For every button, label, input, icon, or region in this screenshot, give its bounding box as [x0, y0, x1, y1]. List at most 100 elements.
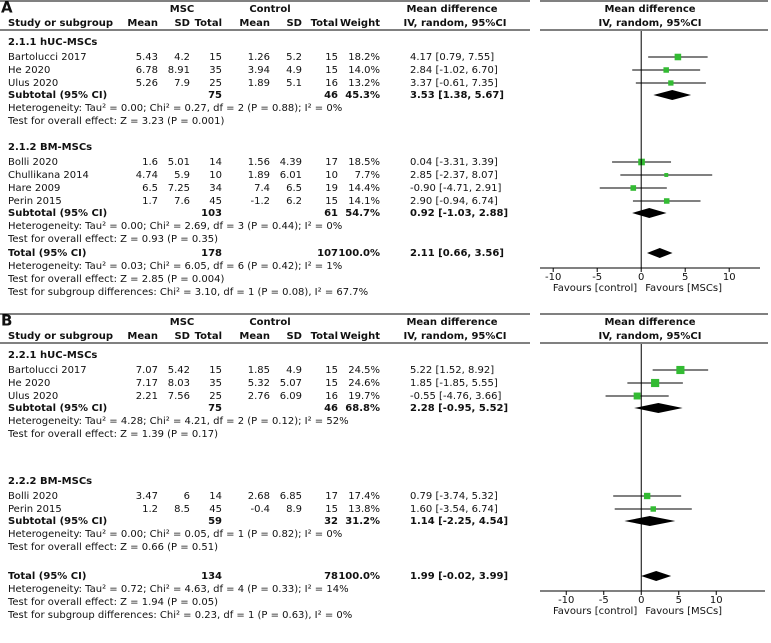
- weight: 18.2%: [348, 52, 380, 63]
- cell-n1: 134: [201, 571, 222, 582]
- cell-sd2: 5.07: [280, 378, 302, 389]
- cell-m1: 6.78: [136, 65, 158, 76]
- cell-sd1: 8.03: [168, 378, 190, 389]
- x-tick-label: -10: [558, 595, 574, 606]
- ci-text: 1.14 [-2.25, 4.54]: [410, 516, 508, 527]
- diamond: [641, 571, 672, 581]
- favours-right: Favours [MSCs]: [645, 283, 722, 294]
- cell-n2: 15: [325, 65, 338, 76]
- cell-n2: 17: [325, 157, 338, 168]
- weight: 45.3%: [345, 90, 380, 101]
- study-square: [663, 198, 670, 204]
- column-header: SD: [174, 18, 190, 29]
- cell-sd1: 5.9: [174, 170, 190, 181]
- subgroup-name: 2.1.2 BM-MSCs: [8, 142, 92, 153]
- study-name: Bartolucci 2017: [8, 52, 87, 63]
- panel-letter: B: [1, 312, 12, 330]
- cell-n2: 32: [324, 516, 338, 527]
- weight: 13.2%: [348, 78, 380, 89]
- cell-n2: 16: [325, 78, 338, 89]
- cell-m2: -1.2: [250, 196, 270, 207]
- cell-n1: 15: [209, 365, 222, 376]
- ci-text: 1.99 [-0.02, 3.99]: [410, 571, 508, 582]
- study-name: Perin 2015: [8, 196, 62, 207]
- x-tick-label: 5: [676, 595, 682, 606]
- study-square: [633, 392, 641, 400]
- column-header: SD: [286, 331, 302, 342]
- x-tick-label: 0: [638, 595, 644, 606]
- column-header: Total: [195, 331, 222, 342]
- column-header: Total: [195, 18, 222, 29]
- cell-n1: 25: [209, 391, 222, 402]
- subgroup-name: 2.1.1 hUC-MSCs: [8, 37, 97, 48]
- cell-sd1: 7.56: [168, 391, 190, 402]
- heterogeneity: Heterogeneity: Tau² = 0.00; Chi² = 2.69,…: [8, 221, 342, 232]
- ci-text: 0.79 [-3.74, 5.32]: [410, 491, 498, 502]
- column-header: Weight: [340, 331, 380, 342]
- cell-m2: 2.68: [248, 491, 270, 502]
- column-header: Total: [311, 331, 338, 342]
- cell-sd1: 5.01: [168, 157, 190, 168]
- column-header: Study or subgroup: [8, 331, 113, 342]
- cell-m2: 1.85: [248, 365, 270, 376]
- study-name: Bolli 2020: [8, 491, 58, 502]
- overall-effect: Test for overall effect: Z = 1.39 (P = 0…: [7, 429, 218, 440]
- ci-text: 3.37 [-0.61, 7.35]: [410, 78, 498, 89]
- study-name: Hare 2009: [8, 183, 60, 194]
- cell-m2: 1.26: [248, 52, 270, 63]
- subgroup-name: 2.2.1 hUC-MSCs: [8, 350, 97, 361]
- cell-n1: 10: [209, 170, 222, 181]
- group-header: Control: [249, 317, 290, 328]
- ci-text: 2.90 [-0.94, 6.74]: [410, 196, 498, 207]
- weight: 31.2%: [345, 516, 380, 527]
- cell-n2: 19: [325, 183, 338, 194]
- cell-n1: 45: [209, 196, 222, 207]
- cell-n1: 35: [209, 65, 222, 76]
- cell-n1: 59: [208, 516, 222, 527]
- ci-text: 2.84 [-1.02, 6.70]: [410, 65, 498, 76]
- subtotal-label: Subtotal (95% CI): [8, 516, 107, 527]
- cell-n1: 25: [209, 78, 222, 89]
- weight: 18.5%: [348, 157, 380, 168]
- cell-n2: 10: [325, 170, 338, 181]
- column-header: Mean: [127, 331, 158, 342]
- ci-text: 2.85 [-2.37, 8.07]: [410, 170, 498, 181]
- overall-effect: Test for overall effect: Z = 2.85 (P = 0…: [7, 274, 224, 285]
- cell-n1: 14: [209, 491, 222, 502]
- x-tick-label: 5: [682, 272, 688, 283]
- cell-n2: 17: [325, 491, 338, 502]
- group-header: Mean difference: [406, 4, 497, 15]
- cell-m1: 1.7: [142, 196, 158, 207]
- cell-n1: 45: [209, 504, 222, 515]
- diamond: [653, 90, 692, 100]
- total-label: Total (95% CI): [8, 248, 86, 259]
- column-header: IV, random, 95%CI: [599, 331, 702, 342]
- ci-text: 5.22 [1.52, 8.92]: [410, 365, 494, 376]
- subtotal-label: Subtotal (95% CI): [8, 208, 107, 219]
- cell-m2: 1.89: [248, 78, 270, 89]
- study-name: He 2020: [8, 65, 50, 76]
- subtotal-label: Subtotal (95% CI): [8, 403, 107, 414]
- study-square: [630, 185, 637, 191]
- ci-text: 3.53 [1.38, 5.67]: [410, 90, 504, 101]
- cell-n2: 78: [324, 571, 338, 582]
- group-header: Mean difference: [604, 317, 695, 328]
- ci-text: 1.60 [-3.54, 6.74]: [410, 504, 498, 515]
- ci-text: 1.85 [-1.85, 5.55]: [410, 378, 498, 389]
- cell-n1: 103: [201, 208, 222, 219]
- weight: 54.7%: [345, 208, 380, 219]
- weight: 7.7%: [355, 170, 380, 181]
- cell-sd2: 6.85: [280, 491, 302, 502]
- cell-m2: 2.76: [248, 391, 270, 402]
- cell-n2: 46: [324, 90, 338, 101]
- ci-text: 0.04 [-3.31, 3.39]: [410, 157, 498, 168]
- study-square: [644, 492, 651, 500]
- cell-sd2: 4.39: [280, 157, 302, 168]
- study-name: Chullikana 2014: [8, 170, 89, 181]
- cell-sd1: 7.25: [168, 183, 190, 194]
- study-square: [650, 506, 656, 512]
- cell-m1: 4.74: [136, 170, 158, 181]
- weight: 24.6%: [348, 378, 380, 389]
- heterogeneity: Heterogeneity: Tau² = 4.28; Chi² = 4.21,…: [8, 416, 349, 427]
